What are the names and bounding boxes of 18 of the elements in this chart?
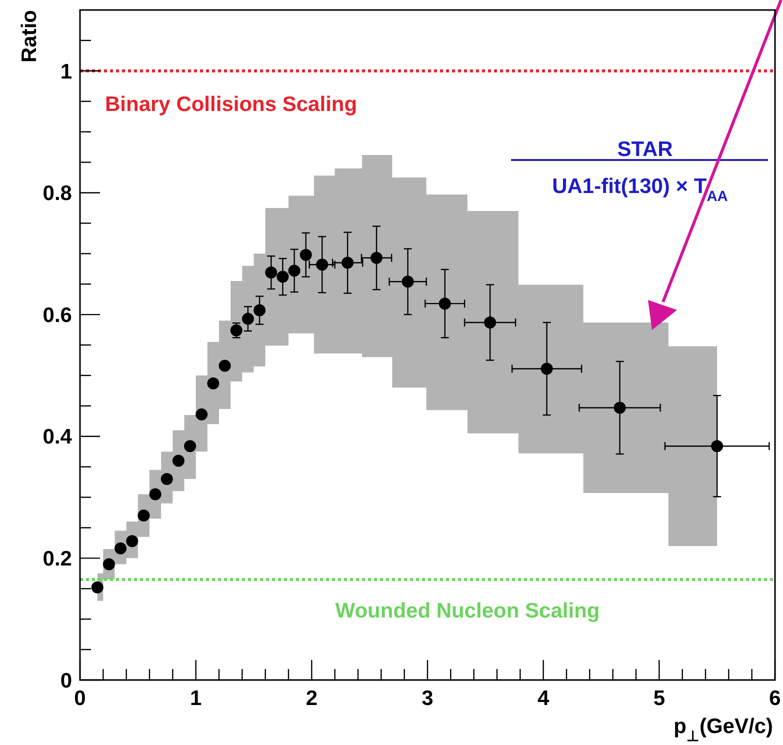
x-tick-label: 5	[653, 687, 666, 710]
ref-line-label: Binary Collisions Scaling	[105, 92, 358, 116]
x-tick-label: 2	[306, 687, 318, 710]
y-tick-label: 0	[60, 669, 72, 692]
x-axis-title: p$_{⊥}$(GeV/c)	[674, 715, 773, 745]
y-tick-label: 1	[60, 60, 72, 84]
ref-line-label: Wounded Nucleon Scaling	[335, 600, 600, 622]
annotation: STAR	[617, 138, 673, 161]
y-axis-title: Ratio	[18, 10, 41, 62]
annotation: UA1-fit(130) × T$_{AA}$	[552, 175, 728, 205]
y-tick-label: 0.6	[42, 304, 72, 327]
y-tick-label: 0.8	[42, 182, 72, 206]
x-tick-label: 3	[422, 687, 434, 710]
y-tick-label: 0.2	[42, 548, 72, 571]
x-tick-label: 1	[190, 687, 202, 710]
y-tick-label: 0.4	[42, 426, 72, 449]
x-tick-label: 4	[537, 687, 550, 710]
x-tick-label: 6	[769, 687, 781, 710]
